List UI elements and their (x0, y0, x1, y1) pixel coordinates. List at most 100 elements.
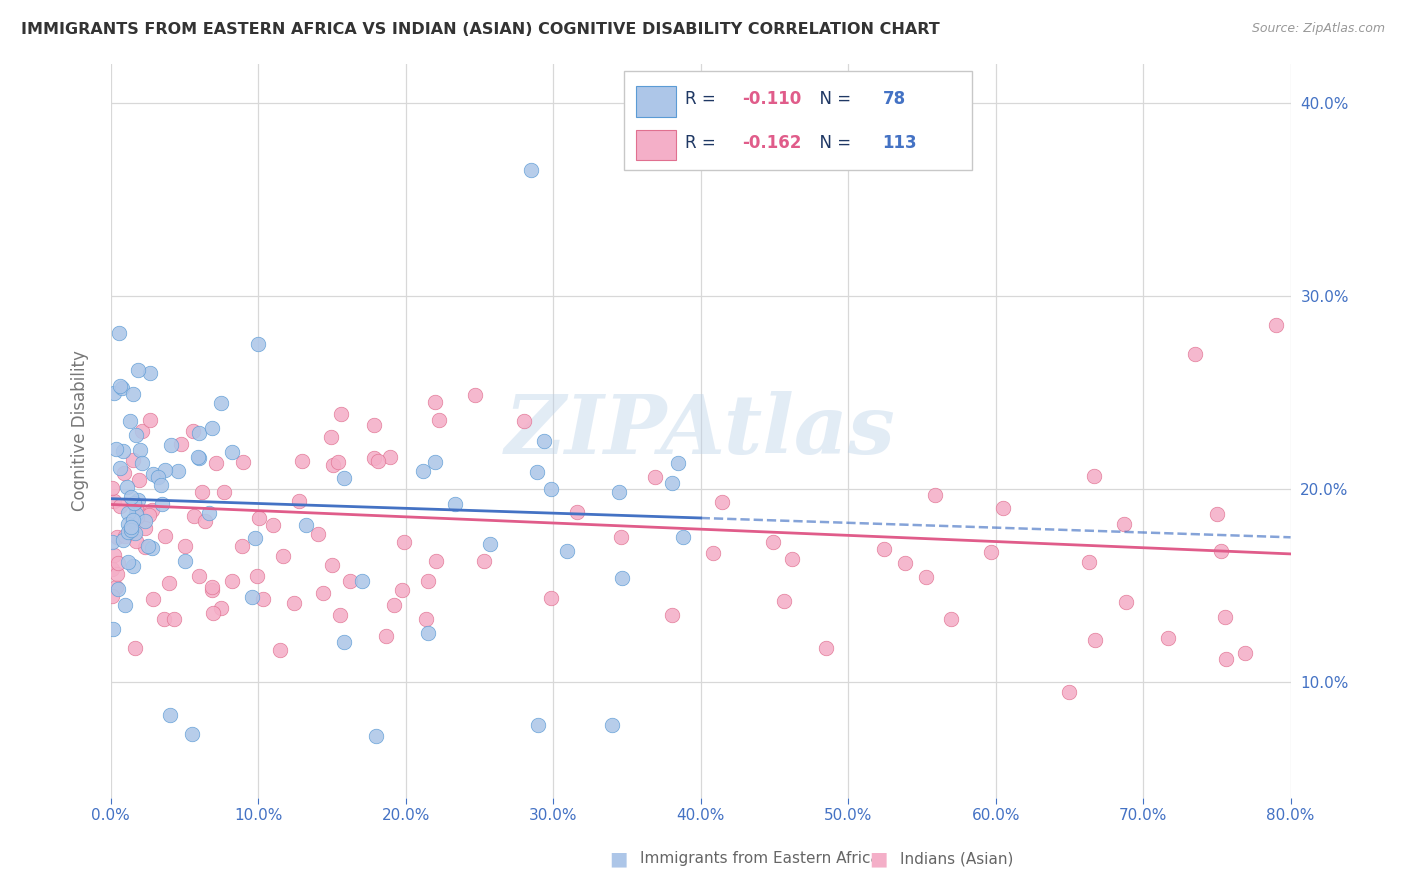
Point (108, 326, 131, 340)
Point (103, 622, 125, 636)
Point (924, 488, 946, 502)
Point (671, 530, 693, 544)
Point (366, 729, 388, 743)
Point (330, 408, 353, 422)
Point (111, 381, 134, 395)
Point (117, 516, 139, 531)
Point (101, 562, 124, 576)
Point (391, 583, 413, 598)
Point (134, 514, 156, 528)
Point (129, 442, 152, 457)
Text: Immigrants from Eastern Africa: Immigrants from Eastern Africa (640, 852, 880, 866)
Text: ZIPAtlas: ZIPAtlas (505, 391, 896, 471)
Point (125, 510, 148, 524)
Point (105, 442, 128, 456)
Point (125, 534, 148, 549)
Point (153, 612, 176, 626)
Point (117, 506, 139, 520)
Point (288, 494, 311, 508)
Point (1184, 347, 1206, 361)
Point (1059, 685, 1081, 699)
Point (107, 556, 129, 570)
Point (149, 478, 172, 492)
Point (209, 396, 232, 410)
Text: -0.110: -0.110 (742, 90, 801, 108)
Point (205, 456, 228, 470)
Point (181, 424, 204, 438)
Point (269, 643, 291, 657)
Point (444, 497, 467, 511)
Point (247, 510, 270, 524)
Point (610, 530, 633, 544)
Point (141, 541, 163, 555)
Point (139, 413, 162, 427)
Point (221, 574, 243, 589)
Point (180, 727, 202, 741)
Point (557, 544, 579, 558)
Point (120, 490, 142, 504)
Point (157, 575, 180, 590)
Point (533, 434, 555, 449)
Y-axis label: Cognitive Disability: Cognitive Disability (72, 351, 89, 511)
Point (425, 554, 447, 568)
FancyBboxPatch shape (636, 86, 676, 117)
Point (105, 580, 128, 594)
Point (247, 337, 270, 351)
Point (139, 366, 162, 380)
Point (780, 552, 803, 566)
Point (375, 629, 398, 643)
Text: N =: N = (810, 134, 856, 152)
Point (128, 473, 150, 487)
Point (307, 527, 329, 541)
Point (112, 443, 135, 458)
Point (520, 163, 543, 178)
Point (159, 708, 181, 723)
Point (131, 456, 153, 470)
Point (150, 497, 173, 511)
Point (231, 540, 253, 554)
Point (124, 500, 146, 514)
Point (710, 495, 733, 509)
Point (479, 537, 502, 551)
Point (125, 508, 148, 522)
Point (107, 582, 129, 597)
Point (108, 461, 131, 475)
Point (814, 640, 837, 655)
Point (644, 470, 666, 484)
Point (174, 554, 197, 568)
Point (526, 465, 548, 479)
Point (115, 480, 138, 494)
Point (136, 539, 159, 553)
Point (111, 533, 134, 548)
Text: ■: ■ (869, 849, 889, 869)
Point (110, 379, 132, 393)
Point (209, 601, 232, 615)
Point (122, 387, 145, 401)
Point (1112, 516, 1135, 531)
Point (246, 569, 269, 583)
Point (141, 503, 163, 517)
FancyBboxPatch shape (636, 129, 676, 161)
Point (283, 596, 305, 610)
Point (101, 535, 124, 549)
Text: 113: 113 (883, 134, 917, 152)
Point (153, 463, 176, 477)
Point (232, 454, 254, 468)
Point (163, 612, 186, 626)
Point (201, 421, 224, 435)
Point (221, 445, 243, 459)
Point (415, 612, 437, 626)
Point (117, 525, 139, 540)
Point (108, 500, 131, 514)
Point (427, 413, 450, 427)
Point (187, 569, 209, 583)
Point (321, 558, 343, 573)
Point (612, 571, 634, 585)
Point (328, 455, 350, 469)
Point (472, 554, 495, 568)
Point (146, 469, 169, 483)
Point (105, 531, 128, 545)
Point (600, 717, 623, 731)
Point (339, 574, 361, 588)
Point (170, 437, 193, 451)
